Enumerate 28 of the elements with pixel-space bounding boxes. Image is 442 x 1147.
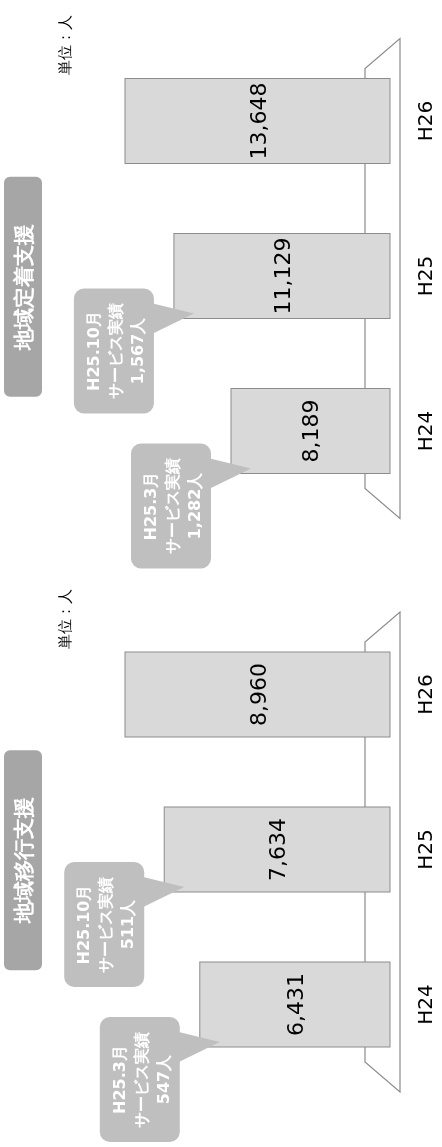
text: 地域移行支援 bbox=[12, 797, 36, 925]
data-label: 7,634 bbox=[265, 818, 291, 881]
data-label: 13,648 bbox=[245, 82, 271, 160]
text: 地域定着支援 bbox=[12, 223, 36, 351]
annotation: 1,282人 bbox=[185, 471, 204, 540]
annotation: H25.3月 bbox=[109, 1045, 129, 1114]
y-tick-label: H25 bbox=[413, 255, 437, 297]
data-label: 8,960 bbox=[245, 663, 271, 726]
data-label: 6,431 bbox=[282, 973, 308, 1036]
annotation: 547人 bbox=[153, 1053, 173, 1105]
y-tick-label: H26 bbox=[413, 100, 437, 142]
y-tick-label: H26 bbox=[413, 674, 437, 715]
annotation: 1,567人 bbox=[127, 316, 147, 385]
y-tick-label: H24 bbox=[413, 984, 437, 1025]
text: H25.10月 bbox=[83, 311, 103, 391]
y-tick-label: H24 bbox=[413, 410, 437, 452]
text: H25.10月 bbox=[74, 884, 94, 965]
text: サービス実績 bbox=[96, 876, 116, 973]
text: サービス実績 bbox=[105, 303, 125, 399]
data-label: 11,129 bbox=[269, 237, 295, 315]
annotation: サービス実績 bbox=[131, 1031, 151, 1128]
y-tick-label: H25 bbox=[413, 829, 437, 870]
text: 単位：人 bbox=[56, 15, 74, 75]
text: 単位：人 bbox=[56, 588, 74, 649]
annotation: H25.3月 bbox=[141, 471, 160, 541]
annotation: サービス実績 bbox=[163, 458, 182, 554]
annotation: 511人 bbox=[118, 898, 138, 950]
data-label: 8,189 bbox=[298, 399, 324, 463]
